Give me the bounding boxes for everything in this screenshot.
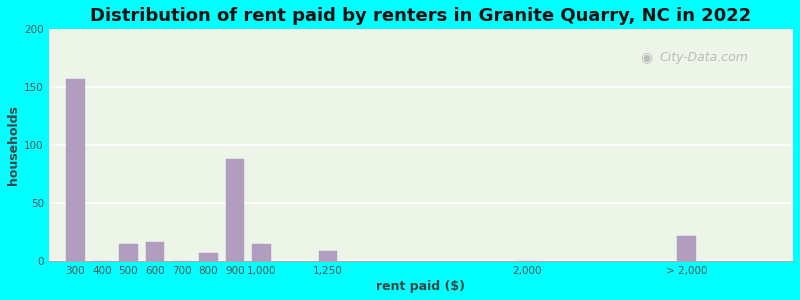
- X-axis label: rent paid ($): rent paid ($): [376, 280, 466, 293]
- Bar: [678, 236, 696, 261]
- Text: City-Data.com: City-Data.com: [659, 51, 748, 64]
- Bar: [252, 244, 270, 261]
- Bar: [119, 244, 138, 261]
- Y-axis label: households: households: [7, 105, 20, 185]
- Title: Distribution of rent paid by renters in Granite Quarry, NC in 2022: Distribution of rent paid by renters in …: [90, 7, 751, 25]
- Bar: [66, 79, 85, 261]
- Bar: [199, 253, 218, 261]
- Text: ◉: ◉: [641, 50, 653, 64]
- Bar: [226, 159, 244, 261]
- Bar: [318, 250, 337, 261]
- Bar: [146, 242, 164, 261]
